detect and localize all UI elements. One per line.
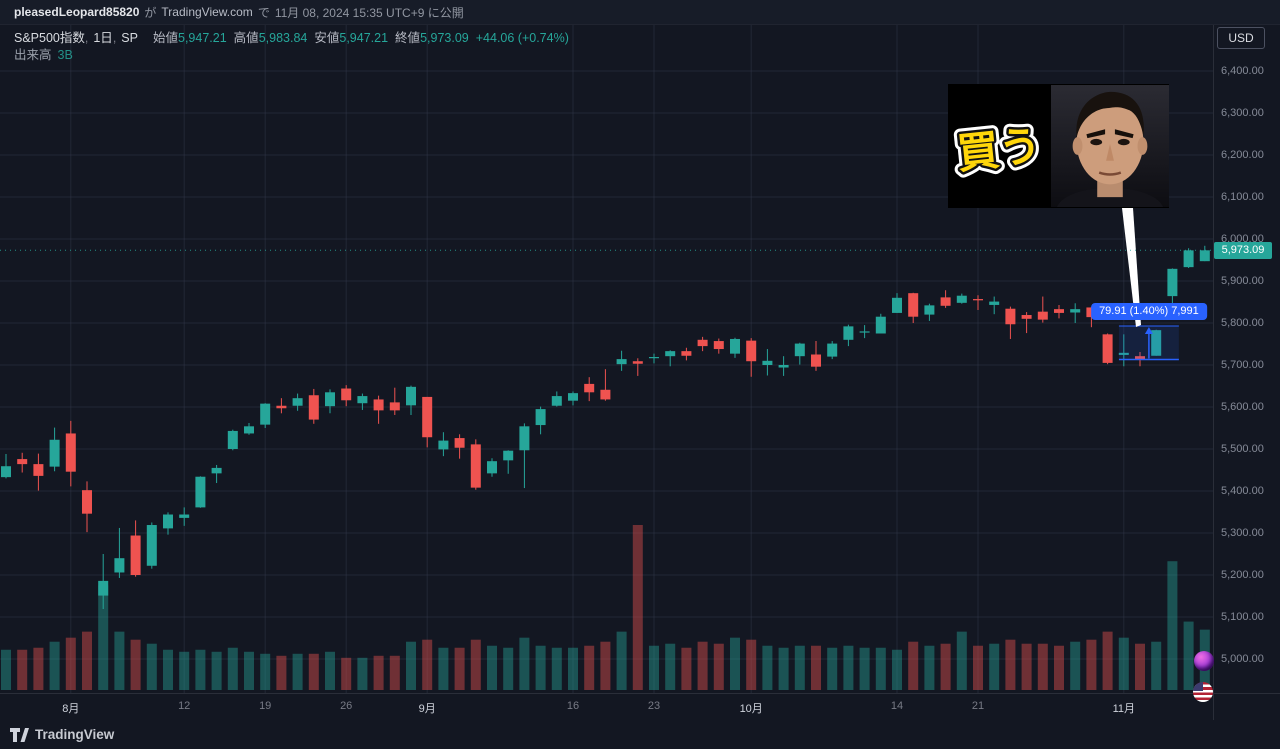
time-tick-label: 19 — [259, 700, 272, 712]
price-tick-label: 5,600.00 — [1221, 401, 1264, 413]
high-value: 5,983.84 — [258, 31, 308, 45]
change-value: +44.06 (+0.74%) — [475, 31, 569, 45]
time-tick-label: 9月 — [418, 703, 436, 715]
low-label: 安値 — [314, 31, 340, 45]
price-range-measure-label[interactable]: 79.91 (1.40%) 7,991 — [1091, 302, 1207, 320]
publish-header: pleasedLeopard85820 が TradingView.com で … — [0, 0, 1280, 25]
buy-text-outline: 買う — [955, 122, 1043, 178]
buy-text: 買う 買う 買う — [948, 84, 1051, 208]
time-tick-label: 11月 — [1112, 703, 1136, 715]
author-username-link[interactable]: pleasedLeopard85820 — [14, 5, 140, 19]
exchange-label: SP — [121, 31, 138, 45]
time-tick-label: 14 — [890, 700, 904, 712]
interval-label[interactable]: 1日 — [93, 31, 113, 45]
separator: , — [84, 31, 89, 45]
open-value: 5,947.21 — [178, 31, 227, 45]
separator: , — [112, 31, 117, 45]
tradingview-wordmark: TradingView — [35, 727, 115, 742]
time-tick-label: 26 — [340, 700, 353, 712]
price-tick-label: 5,500.00 — [1221, 443, 1264, 455]
buy-text-fill: 買う — [955, 122, 1043, 178]
chart-legend: S&P500指数, 1日, SP 始値 5,947.21 高値 5,983.84 安… — [14, 30, 569, 64]
time-axis[interactable]: 8月 12 19 26 9月 16 23 10月 14 21 11月 — [0, 693, 1213, 720]
currency-button[interactable]: USD — [1217, 27, 1265, 49]
price-axis-separator — [1213, 25, 1214, 720]
price-tick-label: 5,900.00 — [1221, 275, 1264, 287]
usa-flag-badge[interactable] — [1193, 682, 1213, 702]
header-particle: で — [257, 5, 270, 20]
publish-datetime: 11月 08, 2024 15:35 UTC+9 に公開 — [274, 5, 464, 20]
time-tick-label: 12 — [178, 700, 191, 712]
price-tick-label: 5,300.00 — [1221, 527, 1264, 539]
last-price-label: 5,973.09 — [1214, 241, 1272, 259]
price-tick-label: 5,800.00 — [1221, 317, 1264, 329]
high-label: 高値 — [233, 31, 259, 45]
tradingview-logo-icon — [10, 727, 29, 742]
price-tick-label: 5,000.00 — [1221, 653, 1264, 665]
open-label: 始値 — [152, 31, 178, 45]
time-tick-label: 16 — [566, 700, 580, 712]
trader-face-image — [1051, 85, 1169, 207]
price-tick-label: 6,300.00 — [1221, 107, 1264, 119]
price-tick-label: 6,100.00 — [1221, 191, 1264, 203]
price-axis[interactable]: 6,400.00 6,300.00 6,200.00 6,100.00 6,000.00… — [1213, 0, 1280, 749]
close-label: 終値 — [395, 31, 421, 45]
time-tick-label: 10月 — [739, 703, 763, 715]
volume-label: 出来高 — [14, 48, 52, 62]
time-tick-label: 8月 — [62, 703, 80, 715]
buy-sticker-image[interactable]: 買う 買う 買う — [948, 84, 1169, 208]
volume-value: 3B — [57, 48, 73, 62]
price-tick-label: 6,400.00 — [1221, 65, 1264, 77]
price-tick-label: 5,100.00 — [1221, 611, 1264, 623]
low-value: 5,947.21 — [339, 31, 389, 45]
buy-text-stroke: 買う — [955, 122, 1043, 178]
tradingview-logo-link[interactable]: TradingView — [10, 727, 114, 742]
price-tick-label: 5,700.00 — [1221, 359, 1264, 371]
time-axis-separator — [0, 693, 1280, 694]
close-value: 5,973.09 — [420, 31, 469, 45]
header-particle: が — [144, 5, 157, 20]
time-tick-label: 23 — [647, 700, 661, 712]
purple-emblem-badge[interactable] — [1194, 651, 1214, 671]
price-tick-label: 6,200.00 — [1221, 149, 1264, 161]
time-tick-label: 21 — [971, 700, 985, 712]
price-tick-label: 5,400.00 — [1221, 485, 1264, 497]
price-tick-label: 5,200.00 — [1221, 569, 1264, 581]
tradingview-site-link[interactable]: TradingView.com — [161, 5, 253, 19]
symbol-name[interactable]: S&P500指数 — [14, 31, 85, 45]
